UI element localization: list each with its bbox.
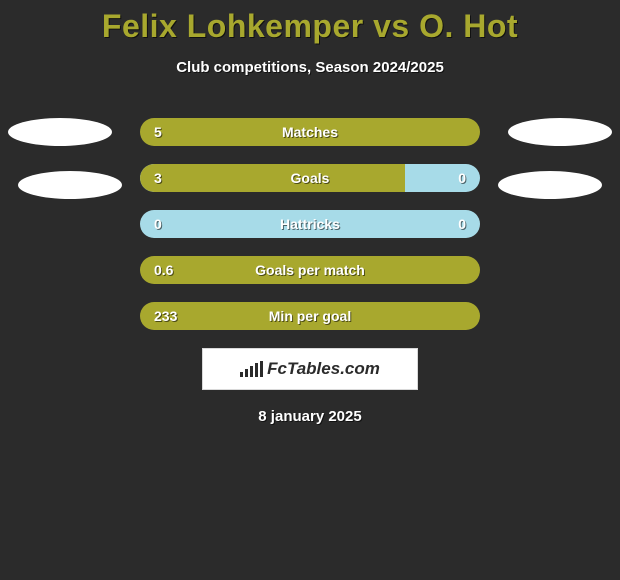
- stat-left-value: 0.6: [154, 256, 173, 284]
- player-right-avatar-2: [498, 171, 602, 199]
- generated-date: 8 january 2025: [0, 408, 620, 425]
- bars-icon: [240, 361, 263, 377]
- stat-row-goals-per-match: 0.6 Goals per match: [140, 256, 480, 284]
- stat-label: Goals per match: [140, 256, 480, 284]
- stat-row-goals: 3 Goals 0: [140, 164, 480, 192]
- stat-label: Matches: [140, 118, 480, 146]
- player-right-avatar-1: [508, 118, 612, 146]
- page-title: Felix Lohkemper vs O. Hot: [0, 0, 620, 45]
- stat-left-fill: [140, 164, 405, 192]
- stat-row-matches: 5 Matches: [140, 118, 480, 146]
- stat-left-value: 0: [154, 210, 162, 238]
- player-left-avatar-2: [18, 171, 122, 199]
- page-subtitle: Club competitions, Season 2024/2025: [0, 59, 620, 76]
- source-logo: FcTables.com: [202, 348, 418, 390]
- stat-left-value: 233: [154, 302, 177, 330]
- stat-label: Min per goal: [140, 302, 480, 330]
- stat-left-value: 5: [154, 118, 162, 146]
- player-left-avatar-1: [8, 118, 112, 146]
- stat-right-value: 0: [458, 164, 466, 192]
- stat-label: Hattricks: [140, 210, 480, 238]
- logo-label: FcTables.com: [267, 359, 380, 379]
- logo-content: FcTables.com: [240, 359, 380, 379]
- comparison-chart: 5 Matches 3 Goals 0 0 Hattricks 0 0.6 Go…: [0, 118, 620, 330]
- stat-row-min-per-goal: 233 Min per goal: [140, 302, 480, 330]
- stat-right-value: 0: [458, 210, 466, 238]
- stat-row-hattricks: 0 Hattricks 0: [140, 210, 480, 238]
